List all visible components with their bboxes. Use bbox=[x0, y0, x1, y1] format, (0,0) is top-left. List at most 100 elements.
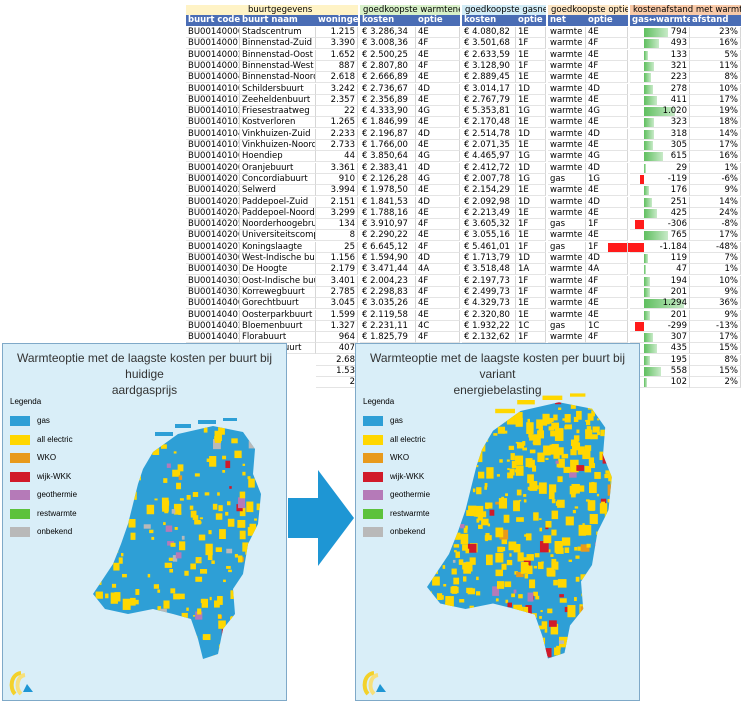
legend-swatch bbox=[10, 527, 30, 537]
cell-afstand: 9% bbox=[690, 286, 741, 298]
cell-gas-warmte: -306 bbox=[630, 219, 690, 231]
delta-bar bbox=[644, 61, 654, 71]
delta-bar bbox=[644, 355, 650, 365]
cell-buurt-naam: Oranjebuurt bbox=[240, 162, 316, 174]
cell-buurt-naam: Kostverloren bbox=[240, 117, 316, 129]
header-col-optie-gasnet: optie bbox=[516, 15, 546, 26]
cell-buurt-code: BU00140001 bbox=[186, 38, 240, 50]
panel-title: Warmteoptie met de laagste kosten per bu… bbox=[356, 350, 639, 398]
header-col-optie-warmtenet: optie bbox=[416, 15, 460, 26]
delta-bar bbox=[644, 95, 657, 105]
cell-optie-warmtenet: 4G bbox=[416, 151, 460, 163]
cell-kosten-gasnet: € 3.055,16 bbox=[462, 230, 516, 242]
cell-kosten-warmtenet: € 4.333,90 bbox=[360, 106, 416, 118]
cell-net: warmte bbox=[548, 72, 586, 84]
cell-buurt-code: BU00140302 bbox=[186, 275, 240, 287]
cell-optie-gasnet: 1G bbox=[516, 106, 546, 118]
cell-afstand: 1% bbox=[690, 162, 741, 174]
cell-optie-warmtenet: 4E bbox=[416, 72, 460, 84]
cell-optie-warmtenet: 4F bbox=[416, 286, 460, 298]
cell-woningen: 887 bbox=[316, 60, 358, 72]
cell-gas-warmte: 615 bbox=[630, 151, 690, 163]
cell-kosten-warmtenet: € 2.119,58 bbox=[360, 309, 416, 321]
cell-optie: 1C bbox=[586, 320, 628, 332]
cell-afstand: 14% bbox=[690, 128, 741, 140]
cell-optie: 4G bbox=[586, 151, 628, 163]
cell-woningen: 3.994 bbox=[316, 185, 358, 197]
delta-bar bbox=[644, 186, 650, 196]
cell-kosten-gasnet: € 2.197,73 bbox=[462, 275, 516, 287]
cell-buurt-code: BU00140403 bbox=[186, 332, 240, 344]
cell-buurt-naam: Gorechtbuurt bbox=[240, 298, 316, 310]
delta-bar bbox=[607, 242, 644, 252]
cell-kosten-gasnet: € 3.014,17 bbox=[462, 83, 516, 95]
cell-net: warmte bbox=[548, 207, 586, 219]
cell-optie: 4F bbox=[586, 38, 628, 50]
cell-buurt-code: BU00140104 bbox=[186, 128, 240, 140]
arrow-right-icon bbox=[288, 470, 354, 566]
cell-gas-warmte: 251 bbox=[630, 196, 690, 208]
cell-optie-gasnet: 1D bbox=[516, 253, 546, 264]
cell-buurt-code: BU00140002 bbox=[186, 49, 240, 61]
cell-optie-warmtenet: 4F bbox=[416, 241, 460, 253]
cell-buurt-code: BU00140003 bbox=[186, 60, 240, 72]
cell-optie-gasnet: 1E bbox=[516, 309, 546, 321]
legend-label: geothermie bbox=[390, 490, 431, 499]
cell-kosten-warmtenet: € 2.196,87 bbox=[360, 128, 416, 140]
legend-swatch bbox=[363, 508, 383, 519]
cell-optie-gasnet: 1F bbox=[516, 241, 546, 253]
legend-swatch bbox=[363, 453, 383, 463]
legend-swatch bbox=[363, 434, 383, 445]
legend-swatch bbox=[10, 453, 30, 463]
cell-buurt-code: BU00140102 bbox=[186, 106, 240, 118]
cell-optie: 4E bbox=[586, 140, 628, 151]
cell-afstand: -48% bbox=[690, 241, 741, 253]
cell-gas-warmte: 305 bbox=[630, 140, 690, 151]
cell-optie-gasnet: 1E bbox=[516, 94, 546, 106]
cell-woningen: 910 bbox=[316, 173, 358, 185]
cell-buurt-naam: Binnenstad-Noord bbox=[240, 72, 316, 84]
delta-bar bbox=[644, 118, 654, 128]
cell-net: gas bbox=[548, 219, 586, 231]
cell-woningen: 2.618 bbox=[316, 72, 358, 84]
cell-buurt-code: BU00140101 bbox=[186, 94, 240, 106]
cell-optie-gasnet: 1A bbox=[516, 264, 546, 276]
cell-gas-warmte: 493 bbox=[630, 38, 690, 50]
cell-optie: 4E bbox=[586, 309, 628, 321]
cell-kosten-warmtenet: € 3.471,44 bbox=[360, 264, 416, 276]
cell-optie-gasnet: 1F bbox=[516, 275, 546, 287]
cell-optie: 4E bbox=[586, 72, 628, 84]
cell-net: warmte bbox=[548, 253, 586, 264]
delta-bar bbox=[644, 367, 662, 376]
legend-swatch bbox=[10, 416, 30, 426]
delta-bar bbox=[644, 344, 658, 354]
cell-gas-warmte: 765 bbox=[630, 230, 690, 242]
cell-buurt-code: BU00140106 bbox=[186, 151, 240, 163]
cell-net: warmte bbox=[548, 196, 586, 208]
cell-afstand: -6% bbox=[690, 173, 741, 185]
cell-optie-warmtenet: 4G bbox=[416, 106, 460, 118]
cell-afstand: 8% bbox=[690, 354, 741, 366]
cell-optie: 4E bbox=[586, 27, 628, 38]
legend-label: wijk-WKK bbox=[390, 471, 425, 481]
cell-afstand: 17% bbox=[690, 332, 741, 344]
cell-optie: 4D bbox=[586, 128, 628, 140]
cell-woningen: 1.599 bbox=[316, 309, 358, 321]
cell-buurt-code: BU00140401 bbox=[186, 309, 240, 321]
cell-buurt-code: BU00140004 bbox=[186, 72, 240, 84]
cell-kosten-warmtenet: € 2.356,89 bbox=[360, 94, 416, 106]
legend-label: all electric bbox=[390, 434, 426, 444]
cell-afstand: 24% bbox=[690, 207, 741, 219]
cell-kosten-gasnet: € 2.213,49 bbox=[462, 207, 516, 219]
cell-optie-warmtenet: 4F bbox=[416, 38, 460, 50]
cell-optie-warmtenet: 4E bbox=[416, 49, 460, 61]
cell-optie: 1F bbox=[586, 241, 628, 253]
cell-buurt-code: BU00140105 bbox=[186, 140, 240, 151]
cell-afstand: 17% bbox=[690, 140, 741, 151]
country-shape bbox=[93, 426, 261, 659]
cell-woningen: 3.390 bbox=[316, 38, 358, 50]
cell-afstand: 8% bbox=[690, 72, 741, 84]
delta-bar bbox=[644, 378, 648, 388]
cell-afstand: 17% bbox=[690, 94, 741, 106]
cell-afstand: 9% bbox=[690, 309, 741, 321]
